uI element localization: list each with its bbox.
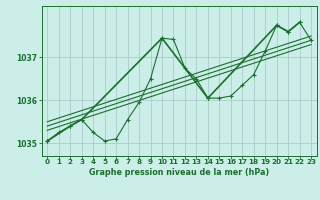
X-axis label: Graphe pression niveau de la mer (hPa): Graphe pression niveau de la mer (hPa) [89, 168, 269, 177]
